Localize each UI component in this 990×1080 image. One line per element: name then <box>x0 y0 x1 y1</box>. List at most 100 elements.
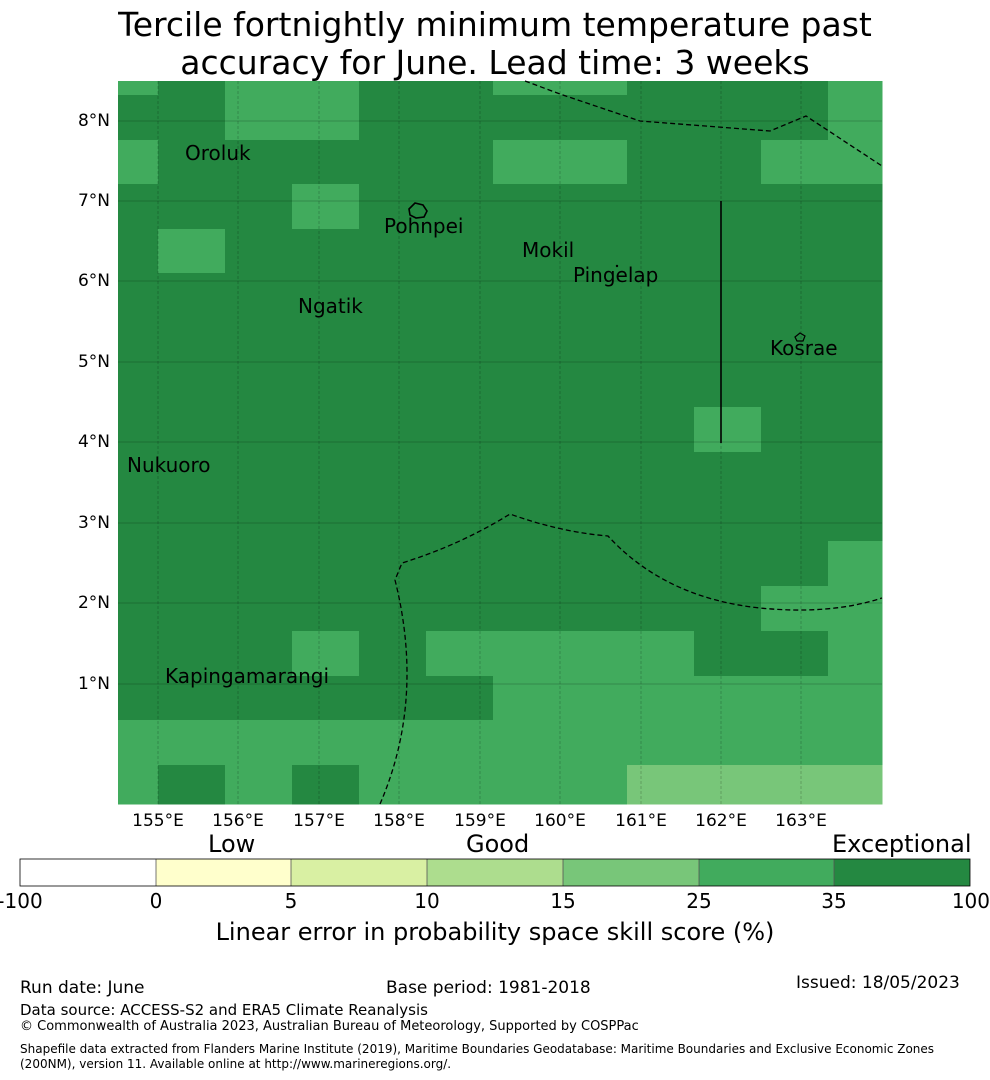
skill-cell <box>560 273 628 319</box>
colorbar-category-low: Low <box>208 830 256 858</box>
skill-map: Oroluk Pohnpei Mokil Pingelap Ngatik Kos… <box>78 80 883 830</box>
skill-cell <box>118 140 159 185</box>
skill-cell <box>292 452 360 498</box>
pingelap-island-marker <box>615 264 619 268</box>
skill-cell <box>118 407 159 453</box>
skill-cell <box>426 497 494 542</box>
skill-cell <box>828 273 883 319</box>
colorbar-segment <box>563 859 699 886</box>
skill-cell <box>158 81 226 96</box>
skill-cell <box>493 273 561 319</box>
skill-cell <box>225 676 293 721</box>
skill-cell <box>627 720 695 766</box>
skill-cell <box>118 541 159 587</box>
skill-cell <box>828 541 883 587</box>
skill-cell <box>493 140 561 185</box>
skill-cell <box>560 95 628 141</box>
lat-tick-label: 1°N <box>78 674 110 694</box>
skill-cell <box>292 586 360 632</box>
skill-cell <box>292 184 360 230</box>
skill-cell <box>118 95 159 141</box>
skill-grid <box>118 81 883 805</box>
skill-cell <box>627 452 695 498</box>
lon-tick-label: 157°E <box>293 811 345 830</box>
skill-cell <box>292 273 360 319</box>
skill-cell <box>158 765 226 805</box>
skill-cell <box>158 184 226 230</box>
skill-cell <box>560 720 628 766</box>
skill-cell <box>359 229 427 274</box>
kosrae-island-outline <box>794 332 806 342</box>
skill-cell <box>560 631 628 677</box>
place-label-kosrae: Kosrae <box>770 336 838 360</box>
skill-cell <box>225 273 293 319</box>
skill-cell <box>225 452 293 498</box>
skill-cell <box>761 81 829 96</box>
base-period: Base period: 1981-2018 <box>386 978 591 998</box>
skill-cell <box>359 541 427 587</box>
colorbar-segment <box>699 859 834 886</box>
skill-cell <box>426 229 494 274</box>
skill-cell <box>158 631 226 677</box>
skill-cell <box>493 720 561 766</box>
place-label-nukuoro: Nukuoro <box>127 453 211 477</box>
skill-cell <box>828 81 883 96</box>
skill-cell <box>158 720 226 766</box>
skill-cell <box>158 318 226 363</box>
skill-cell <box>560 318 628 363</box>
colorbar-tick: -100 <box>0 889 43 913</box>
lat-tick-label: 3°N <box>78 513 110 533</box>
skill-cell <box>828 452 883 498</box>
skill-cell <box>292 765 360 805</box>
skill-cell <box>694 318 762 363</box>
colorbar-category-good: Good <box>466 830 530 858</box>
skill-cell <box>292 229 360 274</box>
skill-cell <box>694 452 762 498</box>
skill-cell <box>359 497 427 542</box>
skill-cell <box>225 229 293 274</box>
skill-cell <box>359 140 427 185</box>
skill-cell <box>225 586 293 632</box>
lon-tick-label: 163°E <box>775 811 827 830</box>
skill-cell <box>828 318 883 363</box>
skill-cell <box>627 407 695 453</box>
pohnpei-island-outline <box>408 202 428 219</box>
colorbar-tick: 100 <box>951 889 990 913</box>
skill-cell <box>359 95 427 141</box>
skill-cell <box>225 765 293 805</box>
skill-cell <box>118 362 159 408</box>
skill-cell <box>118 765 159 805</box>
skill-cell <box>828 407 883 453</box>
skill-cell <box>694 140 762 185</box>
data-source: Data source: ACCESS-S2 and ERA5 Climate … <box>20 1001 428 1019</box>
skill-cell <box>292 318 360 363</box>
skill-cell <box>426 765 494 805</box>
skill-cell <box>828 765 883 805</box>
skill-cell <box>761 229 829 274</box>
skill-cell <box>627 586 695 632</box>
skill-cell <box>292 407 360 453</box>
skill-cell <box>118 273 159 319</box>
colorbar-label: Linear error in probability space skill … <box>215 918 775 946</box>
lon-tick-label: 160°E <box>534 811 586 830</box>
colorbar-segment <box>20 859 156 886</box>
lat-tick-label: 7°N <box>78 191 110 211</box>
skill-cell <box>694 497 762 542</box>
skill-cell <box>158 407 226 453</box>
colorbar <box>19 858 971 887</box>
skill-cell <box>828 720 883 766</box>
skill-cell <box>225 184 293 230</box>
skill-cell <box>493 765 561 805</box>
colorbar-tick: 5 <box>284 889 298 913</box>
skill-cell <box>359 273 427 319</box>
skill-cell <box>761 184 829 230</box>
shapefile-credit: Shapefile data extracted from Flanders M… <box>20 1042 935 1071</box>
skill-cell <box>426 318 494 363</box>
skill-cell <box>761 497 829 542</box>
skill-cell <box>292 362 360 408</box>
colorbar-tick: 10 <box>414 889 440 913</box>
skill-cell <box>828 184 883 230</box>
skill-cell <box>292 140 360 185</box>
skill-cell <box>828 362 883 408</box>
skill-cell <box>627 273 695 319</box>
